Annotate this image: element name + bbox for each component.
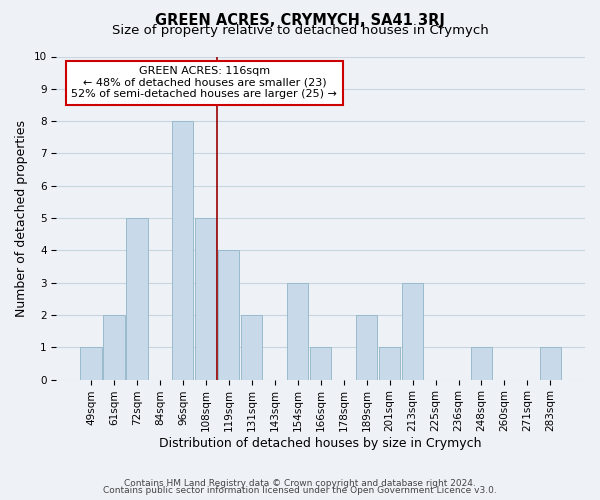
Bar bbox=[172, 121, 193, 380]
Bar bbox=[287, 282, 308, 380]
X-axis label: Distribution of detached houses by size in Crymych: Distribution of detached houses by size … bbox=[160, 437, 482, 450]
Bar bbox=[80, 348, 101, 380]
Bar bbox=[218, 250, 239, 380]
Bar bbox=[356, 315, 377, 380]
Bar bbox=[402, 282, 423, 380]
Bar bbox=[379, 348, 400, 380]
Bar bbox=[310, 348, 331, 380]
Bar bbox=[241, 315, 262, 380]
Bar bbox=[540, 348, 561, 380]
Text: Contains public sector information licensed under the Open Government Licence v3: Contains public sector information licen… bbox=[103, 486, 497, 495]
Bar bbox=[195, 218, 217, 380]
Bar bbox=[127, 218, 148, 380]
Text: Contains HM Land Registry data © Crown copyright and database right 2024.: Contains HM Land Registry data © Crown c… bbox=[124, 478, 476, 488]
Bar bbox=[103, 315, 125, 380]
Y-axis label: Number of detached properties: Number of detached properties bbox=[15, 120, 28, 316]
Text: Size of property relative to detached houses in Crymych: Size of property relative to detached ho… bbox=[112, 24, 488, 37]
Text: GREEN ACRES, CRYMYCH, SA41 3RJ: GREEN ACRES, CRYMYCH, SA41 3RJ bbox=[155, 12, 445, 28]
Bar bbox=[471, 348, 492, 380]
Text: GREEN ACRES: 116sqm
← 48% of detached houses are smaller (23)
52% of semi-detach: GREEN ACRES: 116sqm ← 48% of detached ho… bbox=[71, 66, 337, 100]
